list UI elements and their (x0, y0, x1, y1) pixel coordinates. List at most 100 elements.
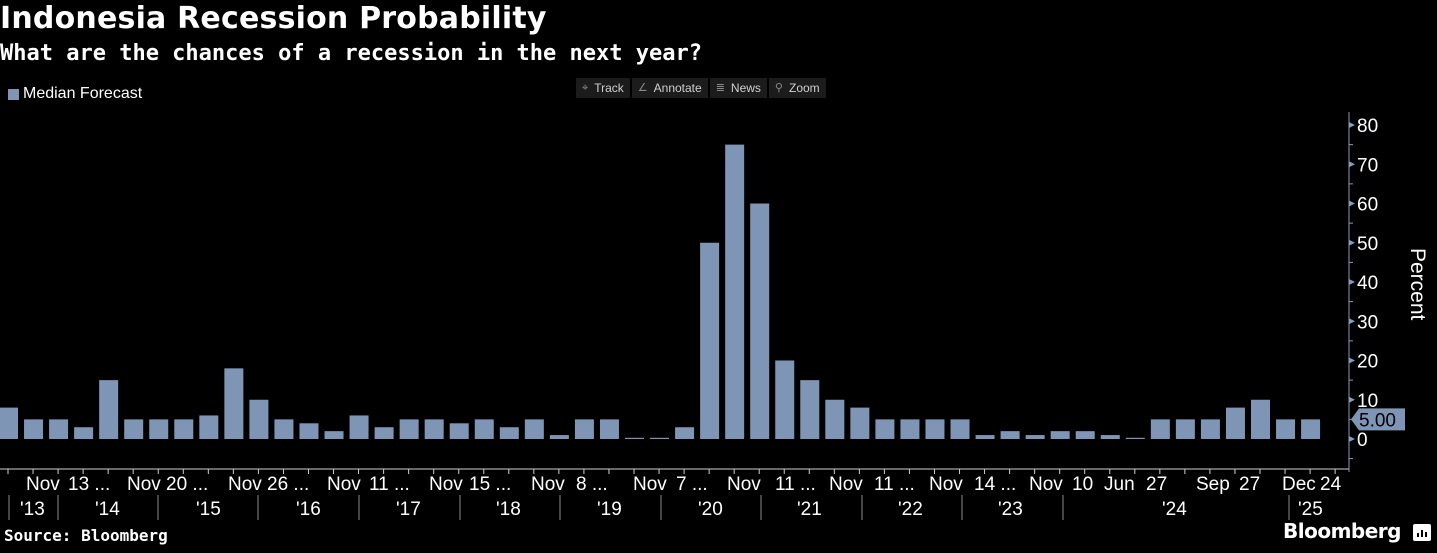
x-tick-month-label: Sep (1196, 474, 1230, 495)
y-tick-marker (1349, 200, 1355, 207)
y-tick-label: 20 (1357, 352, 1378, 373)
y-tick-label: 60 (1357, 195, 1378, 216)
bar (574, 419, 594, 439)
bar (449, 423, 469, 439)
y-tick-marker (1349, 279, 1355, 285)
bar (925, 419, 945, 439)
bar (900, 419, 920, 439)
chart-subtitle: What are the chances of a recession in t… (0, 41, 702, 66)
last-value-flag (1351, 408, 1405, 431)
bar (524, 419, 544, 439)
bar (274, 419, 294, 439)
news-button[interactable]: ≣ News (709, 78, 767, 98)
y-axis: 0 10 20 30 40 50 60 70 80 5.00 Percent (1348, 112, 1429, 472)
annotate-button[interactable]: ∠ Annotate (631, 78, 708, 98)
y-tick-label: 10 (1357, 391, 1378, 412)
x-tick-day-label: 11 ... (874, 474, 915, 495)
x-tick-month-label: Jun (1104, 474, 1135, 495)
x-tick-day-label: 10 (1072, 474, 1093, 495)
y-tick-marker (1349, 239, 1355, 246)
bar (74, 427, 94, 439)
y-tick-marker (1349, 122, 1355, 128)
bar (299, 423, 319, 439)
bar (1175, 419, 1195, 439)
x-tick-day-label: 7 ... (676, 474, 708, 495)
bar (950, 419, 970, 439)
bar (1150, 419, 1170, 439)
bar (224, 368, 244, 439)
bar (1200, 419, 1220, 439)
bar (599, 419, 619, 439)
brand-logo: Bloomberg (1283, 519, 1401, 543)
bar (850, 407, 870, 439)
x-tick-day-label: 27 (1146, 474, 1167, 495)
last-value-label: 5.00 (1359, 410, 1396, 431)
chart-toolbar: ⌖ Track ∠ Annotate ≣ News ⚲ Zoom (576, 78, 826, 98)
y-tick-label: 0 (1357, 430, 1368, 451)
legend-swatch (8, 88, 19, 100)
y-tick-marker (1349, 396, 1355, 403)
bar (124, 419, 144, 439)
x-tick-day-label: 26 ... (267, 474, 309, 495)
x-year-label: '25 (1298, 499, 1323, 520)
x-year-label: '22 (898, 499, 923, 520)
y-tick-label: 30 (1357, 312, 1378, 333)
y-tick-marker (1349, 161, 1355, 168)
zoom-button[interactable]: ⚲ Zoom (768, 78, 826, 98)
track-label: Track (594, 81, 624, 95)
legend[interactable]: Median Forecast (8, 85, 142, 103)
bar (349, 415, 369, 439)
x-year-label: '14 (95, 499, 120, 520)
x-axis: Nov 13 ... Nov 20 ... Nov 26 ... Nov 11 ... Nov 1… (0, 468, 1349, 520)
bloomberg-chart-icon (1413, 524, 1431, 541)
bar (700, 242, 720, 439)
x-tick-month-label: Nov (26, 474, 60, 495)
bar (1251, 399, 1270, 439)
x-tick-month-label: Nov (633, 474, 667, 495)
x-tick-day-label: 8 ... (576, 474, 608, 495)
bar (149, 419, 169, 439)
x-year-label: '21 (797, 499, 822, 520)
x-year-label: '15 (196, 499, 221, 520)
annotate-label: Annotate (653, 81, 702, 95)
x-tick-month-label: Dec (1282, 474, 1316, 495)
bar (399, 419, 419, 439)
x-year-label: '18 (496, 499, 521, 520)
track-button[interactable]: ⌖ Track (576, 78, 630, 98)
y-tick-label: 70 (1357, 155, 1378, 176)
bar (249, 399, 269, 439)
bar (49, 419, 69, 439)
y-tick-label: 80 (1357, 116, 1378, 137)
bar (825, 399, 845, 439)
x-year-label: '23 (998, 499, 1023, 520)
bar (1301, 419, 1321, 439)
bars-group (0, 144, 1321, 439)
x-year-label: '20 (698, 499, 723, 520)
x-tick-day-label: 24 (1320, 474, 1342, 495)
chart-title: Indonesia Recession Probability (0, 1, 547, 36)
bar (1075, 431, 1095, 439)
x-tick-month-label: Nov (929, 474, 963, 495)
x-year-label: '24 (1162, 499, 1187, 520)
x-tick-month-label: Nov (429, 474, 463, 495)
bar (499, 427, 519, 439)
x-tick-day-label: 11 ... (775, 474, 816, 495)
x-tick-month-label: Nov (727, 474, 761, 495)
x-year-label: '16 (296, 499, 321, 520)
bar (875, 419, 895, 439)
bar (1276, 419, 1296, 439)
x-tick-day-label: 27 (1239, 474, 1260, 495)
y-tick-marker (1349, 318, 1355, 325)
bar (975, 435, 995, 439)
bar (1025, 435, 1045, 439)
x-year-label: '17 (396, 499, 421, 520)
news-label: News (730, 81, 761, 95)
bar (1225, 407, 1245, 439)
x-year-label: '13 (20, 499, 45, 520)
bar (1050, 431, 1070, 439)
x-tick-month-label: Nov (829, 474, 863, 495)
y-tick-marker (1349, 357, 1355, 364)
x-tick-day-label: 14 ... (974, 474, 1016, 495)
x-tick-day-label: 11 ... (369, 474, 410, 495)
